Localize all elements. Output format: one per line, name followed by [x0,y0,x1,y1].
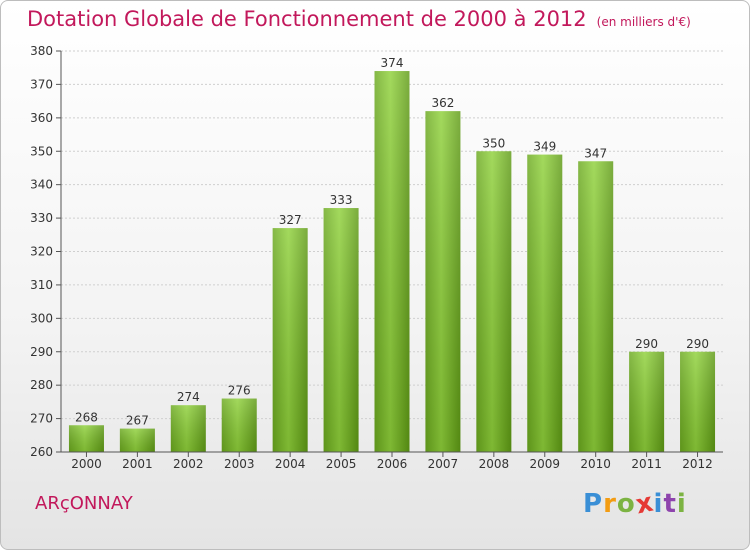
y-tick-label: 320 [30,245,53,259]
bar-value-label: 267 [126,414,149,428]
x-tick-label: 2006 [377,457,408,471]
y-tick-label: 360 [30,111,53,125]
x-tick-label: 2012 [682,457,713,471]
bar-value-label: 274 [177,390,200,404]
logo-letter: o [616,489,636,519]
bar-shade [578,161,614,452]
y-tick-label: 290 [30,345,53,359]
bar-shade [425,111,461,453]
y-tick-label: 300 [30,311,53,325]
logo-letter: P [583,489,604,519]
y-tick-label: 330 [30,211,53,225]
bar-value-label: 333 [330,193,353,207]
x-tick-label: 2000 [71,457,102,471]
commune-name: ARçONNAY [35,493,133,514]
proxiti-logo: Proxiti [583,487,687,520]
x-tick-label: 2011 [631,457,662,471]
x-tick-label: 2003 [224,457,255,471]
x-tick-label: 2001 [122,457,153,471]
logo-letter: i [653,489,664,519]
bar-value-label: 349 [533,140,556,154]
bar-shade [629,351,665,452]
bar-value-label: 327 [279,213,302,227]
x-tick-label: 2002 [173,457,204,471]
bar-shade [119,428,155,452]
bar-shade [68,425,104,452]
y-tick-label: 310 [30,278,53,292]
chart-title-text: Dotation Globale de Fonctionnement de 20… [27,7,587,31]
x-tick-label: 2010 [580,457,611,471]
bar-shade [170,405,206,452]
y-tick-label: 380 [30,44,53,58]
logo-letter: r [603,489,617,519]
bar-value-label: 347 [584,146,607,160]
logo-letter: i [676,489,687,519]
x-tick-label: 2007 [428,457,459,471]
labels-layer: 268 267 274 276 327 333 374 362 350 349 347 290 290 [75,56,709,428]
y-tick-label: 280 [30,378,53,392]
chart-subtitle: (en milliers d'€) [596,15,691,29]
bar-shade [680,351,716,452]
bar-shade [272,228,308,452]
y-tick-label: 340 [30,178,53,192]
y-tick-label: 270 [30,412,53,426]
bar-shade [476,151,512,452]
x-tick-label: 2008 [479,457,510,471]
bar-shade [221,398,257,452]
bars-layer [68,71,716,453]
bar-value-label: 290 [635,337,658,351]
bar-value-label: 290 [686,337,709,351]
bar-shade [323,208,359,452]
axis-layer: 260 270 280 290 300 310 320 330 340 350 360 370 380 2… [30,44,723,471]
bar-value-label: 350 [482,136,505,150]
logo-letter: t [663,489,677,519]
bar-shade [527,154,563,452]
x-tick-label: 2005 [326,457,357,471]
y-tick-label: 370 [30,77,53,91]
bar-shade [374,71,410,453]
bar-value-label: 276 [228,384,251,398]
chart-title: Dotation Globale de Fonctionnement de 20… [27,7,691,31]
x-tick-label: 2009 [529,457,560,471]
bar-value-label: 268 [75,410,98,424]
y-tick-label: 260 [30,445,53,459]
bar-value-label: 374 [381,56,404,70]
y-tick-label: 350 [30,144,53,158]
x-tick-label: 2004 [275,457,306,471]
bar-value-label: 362 [431,96,454,110]
